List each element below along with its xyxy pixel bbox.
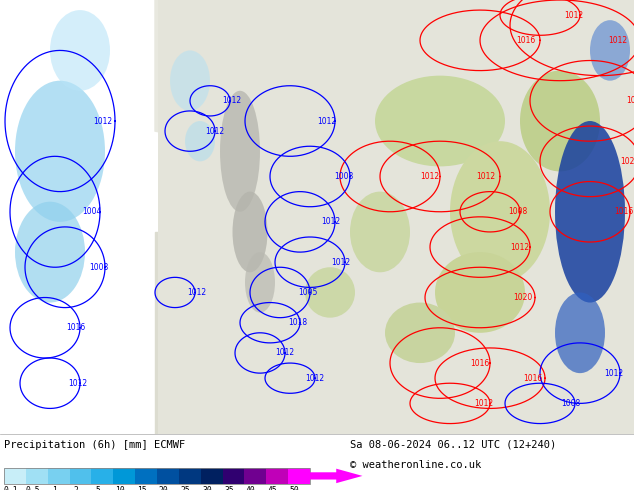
Text: 1004: 1004 bbox=[82, 207, 101, 216]
Polygon shape bbox=[155, 232, 634, 434]
Text: 1012: 1012 bbox=[317, 117, 336, 125]
Text: 10: 10 bbox=[115, 486, 125, 490]
Text: 1008: 1008 bbox=[334, 172, 353, 181]
Text: 1012: 1012 bbox=[331, 258, 350, 267]
Bar bbox=[179, 468, 201, 484]
Text: 1012: 1012 bbox=[510, 243, 529, 251]
Bar bbox=[4, 468, 26, 484]
Ellipse shape bbox=[385, 302, 455, 363]
Ellipse shape bbox=[555, 121, 625, 302]
Text: 1012: 1012 bbox=[187, 288, 206, 297]
Text: 1016: 1016 bbox=[516, 36, 535, 45]
Text: 0.5: 0.5 bbox=[25, 486, 40, 490]
Text: 40: 40 bbox=[246, 486, 256, 490]
Text: 0.1: 0.1 bbox=[3, 486, 18, 490]
Ellipse shape bbox=[185, 121, 215, 161]
Bar bbox=[288, 468, 310, 484]
FancyArrow shape bbox=[310, 468, 363, 483]
Ellipse shape bbox=[555, 293, 605, 373]
Bar bbox=[135, 468, 157, 484]
Text: 1012: 1012 bbox=[476, 172, 495, 181]
Text: 1012: 1012 bbox=[564, 11, 583, 20]
Text: 2: 2 bbox=[74, 486, 79, 490]
Text: 1008: 1008 bbox=[508, 207, 527, 216]
Ellipse shape bbox=[50, 10, 110, 91]
Text: 1008: 1008 bbox=[89, 263, 108, 272]
Text: © weatheronline.co.uk: © weatheronline.co.uk bbox=[350, 460, 481, 470]
Text: 1012: 1012 bbox=[68, 379, 87, 388]
Text: 1016: 1016 bbox=[523, 374, 542, 383]
Text: 20: 20 bbox=[158, 486, 169, 490]
Bar bbox=[157, 468, 179, 484]
Text: 45: 45 bbox=[268, 486, 278, 490]
Text: 1016: 1016 bbox=[66, 323, 85, 332]
Ellipse shape bbox=[375, 75, 505, 167]
Ellipse shape bbox=[220, 91, 260, 212]
Text: 1012: 1012 bbox=[275, 348, 294, 358]
Text: 35: 35 bbox=[224, 486, 234, 490]
Ellipse shape bbox=[15, 202, 85, 302]
Text: 1012: 1012 bbox=[604, 368, 623, 378]
Text: 1012: 1012 bbox=[222, 97, 241, 105]
Text: 1: 1 bbox=[52, 486, 56, 490]
Text: Precipitation (6h) [mm] ECMWF: Precipitation (6h) [mm] ECMWF bbox=[4, 440, 185, 450]
Ellipse shape bbox=[450, 141, 550, 282]
Ellipse shape bbox=[15, 81, 105, 222]
Text: 5: 5 bbox=[96, 486, 100, 490]
Text: 1012: 1012 bbox=[93, 117, 112, 125]
Ellipse shape bbox=[305, 267, 355, 318]
Text: 30: 30 bbox=[202, 486, 212, 490]
Text: 1020: 1020 bbox=[620, 157, 634, 166]
Ellipse shape bbox=[350, 192, 410, 272]
Text: 1012: 1012 bbox=[305, 374, 324, 383]
Ellipse shape bbox=[435, 252, 525, 333]
Text: 1020: 1020 bbox=[513, 293, 533, 302]
Bar bbox=[70, 468, 91, 484]
Text: 1012: 1012 bbox=[321, 218, 340, 226]
Text: 1012: 1012 bbox=[205, 126, 224, 136]
Polygon shape bbox=[155, 0, 634, 232]
Text: 1005: 1005 bbox=[298, 288, 318, 297]
Bar bbox=[113, 468, 135, 484]
Bar bbox=[4, 468, 310, 484]
Text: 1018: 1018 bbox=[288, 318, 307, 327]
Bar bbox=[245, 468, 266, 484]
Bar bbox=[266, 468, 288, 484]
Ellipse shape bbox=[590, 20, 630, 81]
Text: 50: 50 bbox=[290, 486, 300, 490]
Text: 25: 25 bbox=[181, 486, 190, 490]
Text: 1016: 1016 bbox=[614, 207, 633, 216]
Text: 1012: 1012 bbox=[474, 399, 493, 408]
Bar bbox=[223, 468, 245, 484]
Ellipse shape bbox=[233, 192, 268, 272]
Text: 1012: 1012 bbox=[608, 36, 627, 45]
Bar bbox=[26, 468, 48, 484]
Text: 15: 15 bbox=[137, 486, 146, 490]
Bar bbox=[48, 468, 70, 484]
Bar bbox=[91, 468, 113, 484]
Ellipse shape bbox=[245, 252, 275, 313]
Text: 1024: 1024 bbox=[626, 97, 634, 105]
Ellipse shape bbox=[520, 71, 600, 172]
Ellipse shape bbox=[170, 50, 210, 111]
Polygon shape bbox=[160, 0, 634, 434]
Bar bbox=[158, 0, 634, 434]
Text: Sa 08-06-2024 06..12 UTC (12+240): Sa 08-06-2024 06..12 UTC (12+240) bbox=[350, 440, 556, 450]
Text: 1008: 1008 bbox=[561, 399, 580, 408]
Text: 1016: 1016 bbox=[470, 359, 489, 368]
Text: 1012: 1012 bbox=[420, 172, 439, 181]
Bar bbox=[201, 468, 223, 484]
